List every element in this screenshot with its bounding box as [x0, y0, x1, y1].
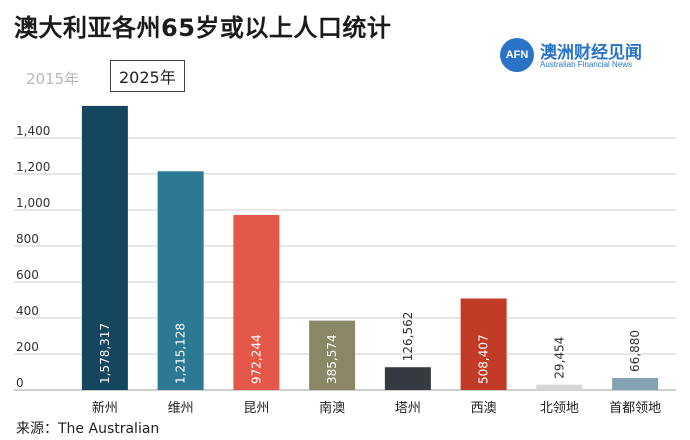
data-label: 66,880 — [628, 330, 642, 372]
logo-subtitle: Australian Financial News — [540, 60, 633, 69]
tab-2015[interactable]: 2015年 — [26, 70, 80, 88]
data-label: 1,215,128 — [174, 323, 188, 384]
bar — [612, 377, 659, 390]
brand-logo: AFN 澳洲财经见闻 Australian Financial News — [500, 36, 680, 74]
data-label: 126,562 — [401, 312, 415, 362]
data-label: 972,244 — [249, 334, 263, 384]
data-label: 385,574 — [325, 334, 339, 384]
bar — [309, 320, 356, 390]
y-tick-label: 0 — [16, 376, 24, 390]
x-tick-label: 塔州 — [395, 401, 421, 416]
bar — [233, 214, 280, 390]
y-tick-label: 1,400 — [16, 124, 50, 138]
x-tick-label: 昆州 — [243, 401, 269, 416]
x-tick-label: 维州 — [168, 401, 194, 416]
data-label: 29,454 — [552, 337, 566, 379]
x-tick-label: 北领地 — [540, 401, 579, 416]
y-tick-label: 600 — [16, 268, 39, 282]
bar — [384, 367, 431, 390]
afn-logo-icon: AFN — [500, 38, 534, 72]
y-tick-label: 1,200 — [16, 160, 50, 174]
data-label: 1,578,317 — [98, 323, 112, 384]
source-note: 来源：The Australian — [16, 421, 160, 437]
tab-2025[interactable]: 2025年 — [110, 60, 185, 92]
y-tick-label: 800 — [16, 232, 39, 246]
x-tick-label: 西澳 — [471, 400, 497, 416]
x-tick-label: 南澳 — [319, 400, 345, 416]
page-title: 澳大利亚各州65岁或以上人口统计 — [14, 14, 392, 42]
data-label: 508,407 — [477, 334, 491, 384]
x-tick-label: 首都领地 — [609, 401, 661, 416]
bar — [81, 105, 128, 390]
y-tick-label: 400 — [16, 304, 39, 318]
bar — [157, 171, 204, 390]
logo-name: 澳洲财经见闻 — [540, 43, 642, 63]
x-tick-label: 新州 — [92, 400, 118, 416]
y-tick-label: 1,000 — [16, 196, 50, 210]
bar — [536, 384, 583, 390]
y-tick-label: 200 — [16, 340, 39, 354]
bar — [460, 298, 507, 390]
